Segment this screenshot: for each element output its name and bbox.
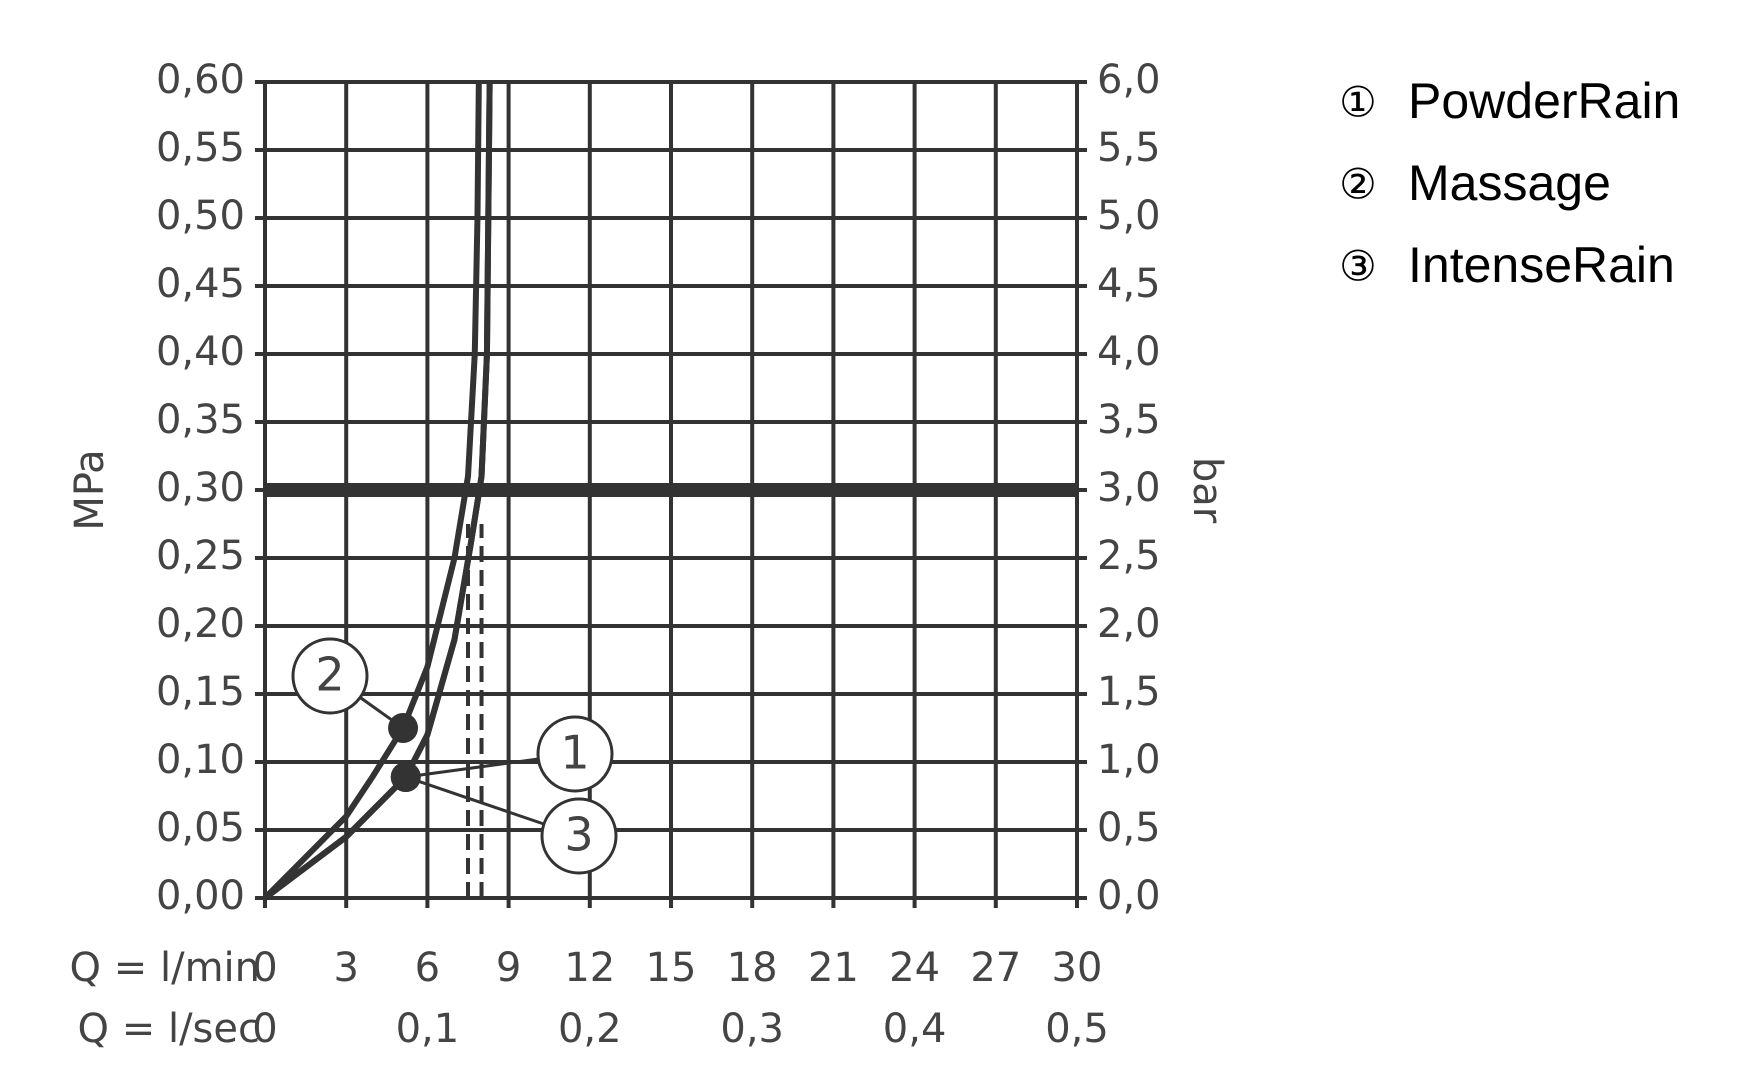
x-tick-label: 30 <box>1052 945 1103 991</box>
y2-axis-label: bar <box>1184 457 1230 524</box>
marker <box>390 761 421 792</box>
legend-label: PowderRain <box>1408 73 1680 129</box>
x2-tick-label: 0,1 <box>396 1006 460 1052</box>
y2-tick-label: 4,5 <box>1097 261 1161 307</box>
x2-tick-label: 0,5 <box>1045 1006 1109 1052</box>
legend-symbol: ③ <box>1339 242 1377 291</box>
y2-tick-label: 5,5 <box>1097 125 1161 171</box>
legend-symbol: ① <box>1339 78 1377 127</box>
x2-tick-label: 0,3 <box>720 1006 784 1052</box>
y-tick-label: 0,30 <box>156 465 245 511</box>
y2-tick-label: 3,0 <box>1097 465 1161 511</box>
y-tick-label: 0,35 <box>156 397 245 443</box>
x-tick-label: 15 <box>646 945 697 991</box>
callout-circle <box>540 797 618 875</box>
y-tick-label: 0,55 <box>156 125 245 171</box>
y-tick-label: 0,00 <box>156 873 245 919</box>
y2-tick-label: 3,5 <box>1097 397 1161 443</box>
callout-label: 3 <box>564 808 593 862</box>
x-tick-label: 6 <box>415 945 440 991</box>
x-tick-label: 24 <box>889 945 940 991</box>
y-tick-label: 0,05 <box>156 805 245 851</box>
y-tick-label: 0,40 <box>156 329 245 375</box>
curve <box>263 81 493 901</box>
y2-tick-label: 0,0 <box>1097 873 1161 919</box>
callout-circle <box>536 715 614 793</box>
x2-axis-label: Q = l/sec <box>78 1006 260 1052</box>
y-tick-label: 0,15 <box>156 669 245 715</box>
curve <box>262 81 482 901</box>
y-tick-label: 0,10 <box>156 737 245 783</box>
y-axis-label: MPa <box>67 449 113 530</box>
x-tick-label: 0 <box>252 945 277 991</box>
x-tick-label: 12 <box>564 945 615 991</box>
legend-label: Massage <box>1408 155 1611 211</box>
y2-tick-label: 5,0 <box>1097 193 1161 239</box>
marker <box>388 713 419 743</box>
legend-symbol: ② <box>1339 160 1377 209</box>
y2-tick-label: 2,5 <box>1097 533 1161 579</box>
y-tick-label: 0,60 <box>156 57 245 103</box>
y-tick-label: 0,25 <box>156 533 245 579</box>
callout-label: 1 <box>560 726 589 780</box>
y2-tick-label: 6,0 <box>1097 57 1161 103</box>
y2-tick-label: 1,5 <box>1097 669 1161 715</box>
x-axis-label: Q = l/min <box>70 945 260 991</box>
legend-label: IntenseRain <box>1408 237 1675 293</box>
x2-tick-label: 0,2 <box>558 1006 622 1052</box>
x-tick-label: 21 <box>808 945 859 991</box>
x-tick-label: 27 <box>970 945 1021 991</box>
y-tick-label: 0,45 <box>156 261 245 307</box>
y-tick-label: 0,50 <box>156 193 245 239</box>
x-tick-label: 3 <box>333 945 358 991</box>
y-tick-label: 0,20 <box>156 601 245 647</box>
y2-tick-label: 2,0 <box>1097 601 1161 647</box>
x-tick-label: 9 <box>496 945 521 991</box>
callout-circle <box>291 637 369 715</box>
y2-tick-label: 4,0 <box>1097 329 1161 375</box>
x2-tick-label: 0 <box>252 1006 277 1052</box>
callout-label: 2 <box>315 648 344 702</box>
y2-tick-label: 0,5 <box>1097 805 1161 851</box>
y2-tick-label: 1,0 <box>1097 737 1161 783</box>
x2-tick-label: 0,4 <box>883 1006 947 1052</box>
x-tick-label: 18 <box>727 945 778 991</box>
